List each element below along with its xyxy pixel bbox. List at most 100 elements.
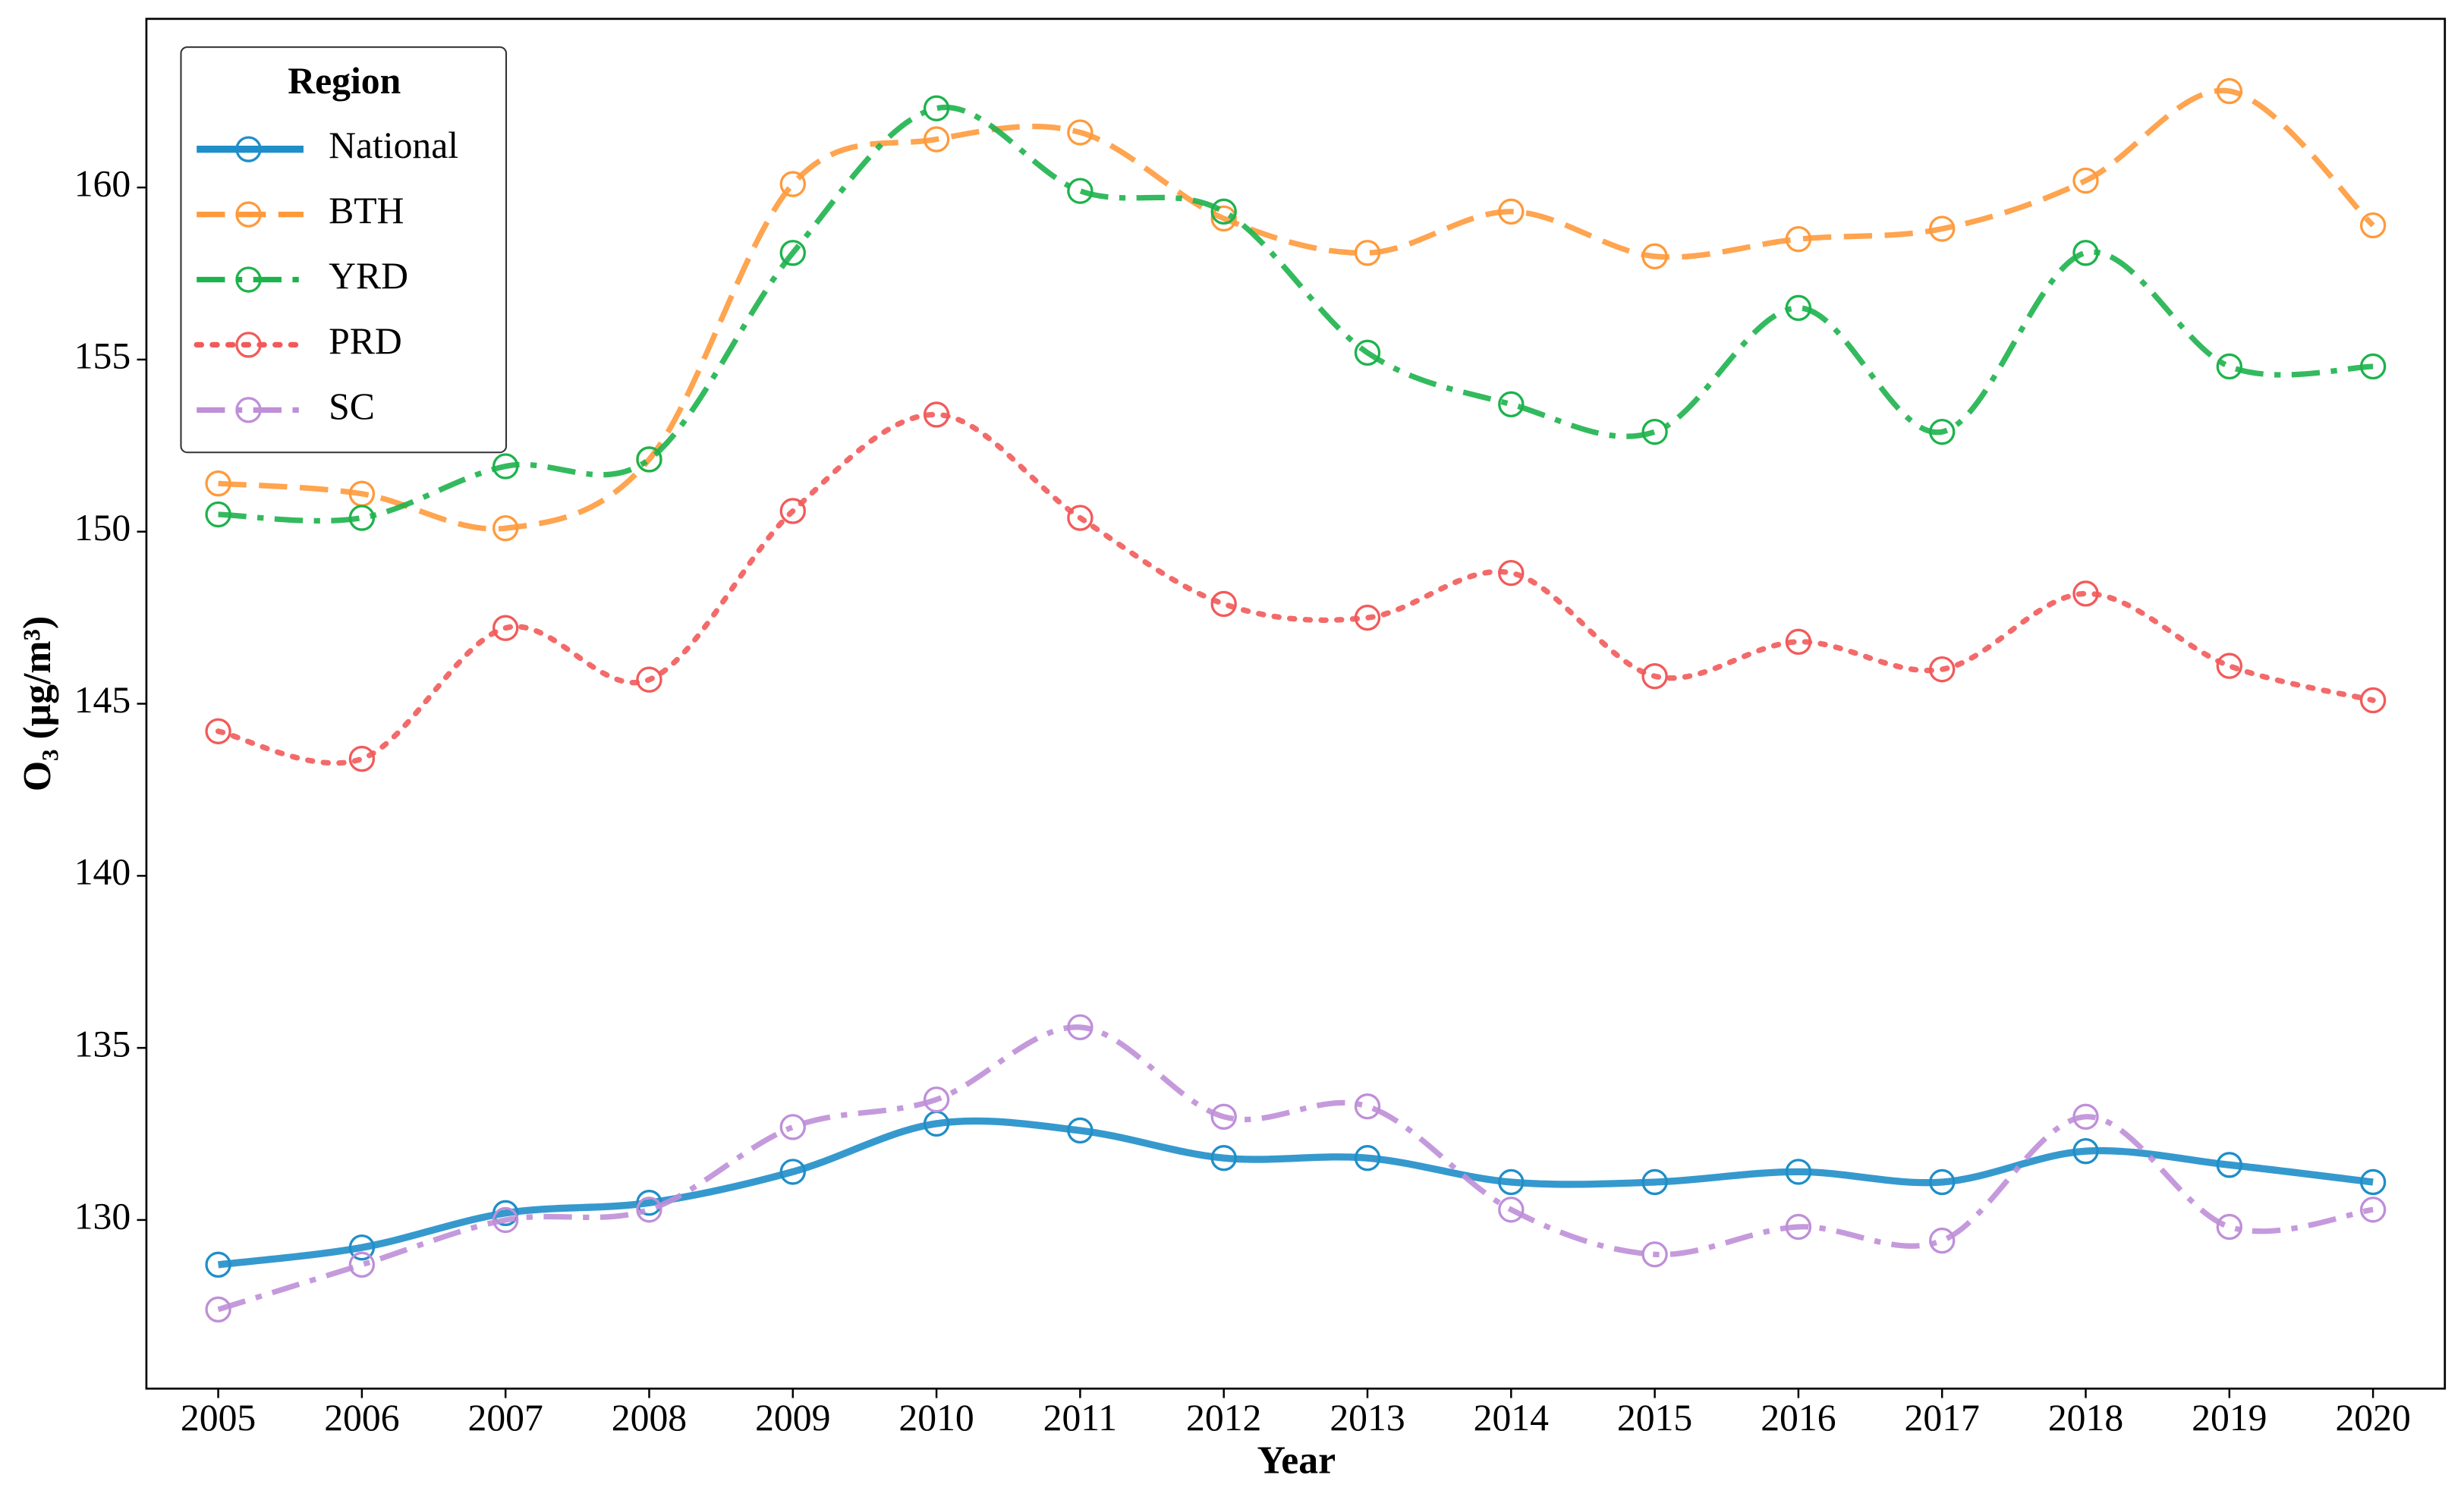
data-point	[1067, 1117, 1094, 1144]
legend-label: BTH	[329, 190, 404, 231]
data-point	[1785, 225, 1812, 253]
data-point	[348, 1234, 376, 1261]
data-point	[1785, 628, 1812, 656]
data-point	[2072, 1137, 2099, 1165]
x-tick-label: 2015	[1617, 1397, 1692, 1439]
data-point	[923, 95, 950, 121]
data-point	[636, 1197, 662, 1223]
data-point	[2216, 77, 2243, 105]
data-point	[1354, 339, 1381, 366]
data-point	[1929, 656, 1956, 683]
data-point	[2359, 1197, 2387, 1223]
data-point	[205, 501, 231, 528]
data-point	[636, 446, 662, 473]
data-point	[923, 126, 950, 153]
x-tick-label: 2017	[1905, 1397, 1980, 1439]
data-point	[1067, 1014, 1094, 1041]
data-point	[2072, 580, 2099, 607]
data-point	[1354, 240, 1381, 266]
data-point	[1785, 1213, 1812, 1241]
data-point	[2359, 212, 2387, 239]
x-tick-label: 2010	[898, 1397, 974, 1439]
data-point	[1210, 1145, 1237, 1171]
data-point	[1354, 1145, 1381, 1171]
y-axis-label: O₃ (μg/m³)	[16, 616, 59, 791]
data-point	[492, 1206, 519, 1234]
x-tick-label: 2020	[2335, 1397, 2410, 1439]
y-tick-label: 150	[74, 507, 131, 549]
data-point	[1641, 418, 1668, 445]
series-line	[218, 1117, 2374, 1269]
y-tick-label: 140	[74, 851, 131, 893]
legend-title: Region	[288, 60, 401, 102]
x-tick-label: 2008	[612, 1397, 687, 1439]
x-tick-label: 2005	[181, 1397, 256, 1439]
data-point	[1354, 604, 1381, 631]
data-point	[779, 240, 806, 266]
legend-label: PRD	[329, 320, 402, 362]
data-point	[1210, 1103, 1237, 1130]
data-point	[2072, 167, 2099, 194]
data-point	[205, 718, 231, 744]
data-point	[1785, 1159, 1812, 1185]
data-point	[2216, 353, 2243, 380]
legend-marker	[235, 397, 262, 423]
legend-label: National	[329, 124, 458, 166]
x-tick-label: 2011	[1043, 1397, 1118, 1439]
data-point	[2359, 1168, 2387, 1196]
data-point	[779, 498, 806, 524]
x-tick-label: 2007	[468, 1397, 543, 1439]
data-point	[1641, 1241, 1668, 1268]
data-point	[348, 505, 376, 531]
data-point	[1498, 1168, 1525, 1196]
data-point	[1498, 559, 1525, 587]
data-point	[1498, 198, 1525, 225]
data-point	[205, 1251, 231, 1278]
data-point	[1067, 505, 1094, 531]
data-point	[1210, 590, 1237, 618]
x-tick-label: 2018	[2048, 1397, 2123, 1439]
legend-marker	[235, 201, 262, 228]
x-tick-label: 2016	[1761, 1397, 1836, 1439]
y-tick-label: 135	[74, 1023, 131, 1065]
data-point	[1929, 215, 1956, 242]
data-point	[1641, 1168, 1668, 1196]
data-point	[1929, 1168, 1956, 1196]
y-tick-label: 145	[74, 679, 131, 721]
data-point	[2216, 1152, 2243, 1178]
x-axis-label: Year	[1257, 1439, 1336, 1482]
y-tick-label: 130	[74, 1195, 131, 1237]
x-tick-label: 2009	[755, 1397, 830, 1439]
data-point	[1641, 243, 1668, 270]
data-point	[1067, 178, 1094, 204]
legend-label: SC	[329, 385, 375, 427]
y-tick-label: 160	[74, 163, 131, 205]
data-point	[2359, 687, 2387, 714]
data-point	[1785, 294, 1812, 322]
data-point	[1354, 1093, 1381, 1120]
data-point	[923, 1086, 950, 1113]
legend-label: YRD	[329, 255, 408, 297]
data-point	[2216, 653, 2243, 679]
data-point	[492, 615, 519, 641]
x-tick-label: 2014	[1474, 1397, 1550, 1439]
data-point	[1929, 418, 1956, 445]
data-point	[2072, 1103, 2099, 1130]
data-point	[923, 401, 950, 428]
legend-marker	[235, 332, 262, 358]
data-point	[1067, 119, 1094, 146]
data-point	[779, 1159, 806, 1185]
data-point	[492, 1200, 519, 1226]
data-point	[205, 470, 231, 497]
series-line	[218, 104, 2374, 524]
x-tick-label: 2019	[2192, 1397, 2267, 1439]
data-point	[636, 666, 662, 693]
data-point	[2216, 1213, 2243, 1241]
data-point	[492, 453, 519, 480]
data-point	[1210, 205, 1237, 232]
data-point	[1498, 1197, 1525, 1223]
x-tick-label: 2013	[1330, 1397, 1405, 1439]
data-point	[205, 1296, 231, 1323]
data-point	[492, 514, 519, 542]
